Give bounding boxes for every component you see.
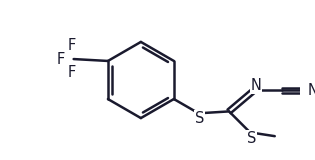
Text: S: S bbox=[195, 111, 204, 126]
Text: N: N bbox=[307, 83, 315, 98]
Text: F: F bbox=[68, 65, 76, 80]
Text: S: S bbox=[247, 131, 257, 146]
Text: F: F bbox=[56, 52, 65, 67]
Text: N: N bbox=[250, 78, 261, 93]
Text: F: F bbox=[68, 38, 76, 53]
